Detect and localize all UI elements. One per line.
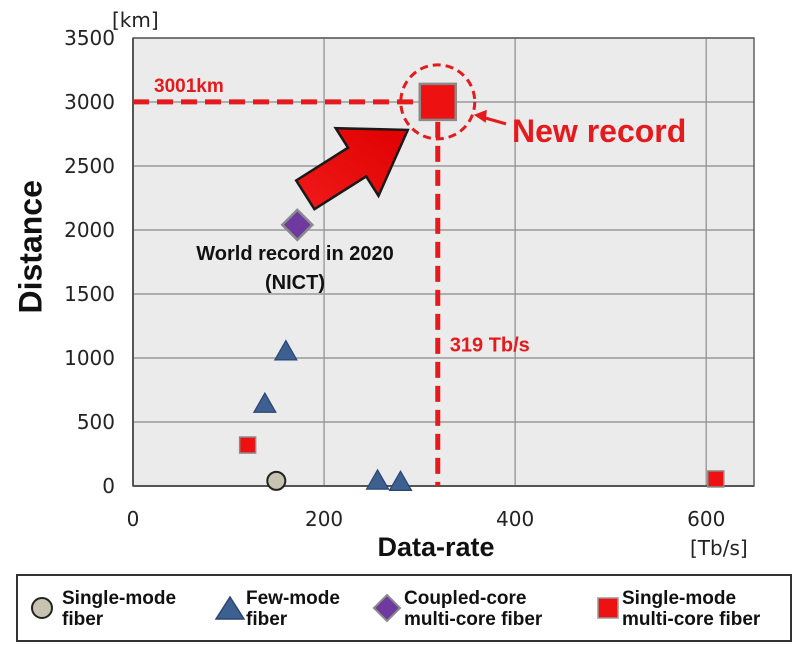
legend-item-few-mode: Few-mode fiber: [212, 576, 372, 640]
y-tick-label: 2500: [64, 154, 115, 178]
new-record-pointer-head: [473, 109, 487, 123]
new-record-label: New record: [512, 113, 686, 149]
single-mode-mcf-point: [707, 470, 725, 488]
few-mode-fiber-point: [273, 339, 298, 361]
y-axis-label: Distance: [12, 180, 49, 314]
legend-label: Coupled-core multi-core fiber: [404, 588, 543, 630]
y-tick-label: 1000: [64, 346, 115, 370]
annotations: 3001km 319 Tb/s New record World record in …: [154, 76, 686, 357]
legend-item-single-mode: Single-mode fiber: [24, 576, 204, 640]
legend-item-coupled-core: Coupled-core multi-core fiber: [370, 576, 580, 640]
y-tick-label: 1500: [64, 282, 115, 306]
few-mode-fiber-point: [365, 468, 390, 490]
legend-label: Few-mode fiber: [246, 588, 340, 630]
highlight-circle: [399, 63, 477, 141]
x-tick-label: 200: [305, 507, 343, 531]
single-mode-mcf-point: [238, 436, 257, 454]
y-tick-label: 2000: [64, 218, 115, 242]
x-tick-label: 0: [127, 507, 140, 531]
legend-item-single-mode-mcf: Single-mode multi-core fiber: [592, 576, 788, 640]
record-guide-lines: [133, 63, 477, 486]
coupled-core-point: [280, 208, 315, 242]
y-tick-label: 3500: [64, 26, 115, 50]
record-arrow: [294, 126, 410, 211]
y-axis-unit: [km]: [112, 8, 159, 32]
prior-record-label: World record in 2020: [196, 243, 393, 265]
legend-square-marker: [597, 597, 619, 619]
x-tick-label: 400: [496, 507, 534, 531]
y-tick-label: 3000: [64, 90, 115, 114]
legend-triangle-marker: [214, 595, 246, 620]
legend-label: Single-mode fiber: [62, 588, 177, 630]
x-axis-label: Data-rate: [377, 532, 495, 562]
new-record-point: [418, 82, 458, 122]
single-mode-fiber-point: [266, 470, 287, 491]
legend: Single-mode fiber Few-mode fiber Coupled…: [16, 574, 792, 642]
tick-labels: 0 500 1000 1500 2000 2500 3000 3500 0 200 400 600: [64, 26, 725, 531]
legend-label: Single-mode multi-core fiber: [622, 588, 761, 630]
x-axis-unit: [Tb/s]: [690, 536, 748, 560]
big-arrow-shape: [294, 126, 410, 211]
y-tick-label: 500: [77, 410, 115, 434]
rate-value-label: 319 Tb/s: [450, 335, 530, 357]
legend-diamond-marker: [372, 593, 402, 623]
prior-record-label: (NICT): [265, 272, 325, 294]
data-points: [238, 82, 725, 492]
few-mode-fiber-point: [388, 469, 413, 492]
axes: [132, 37, 755, 487]
y-tick-label: 0: [102, 474, 115, 498]
few-mode-fiber-point: [252, 391, 277, 413]
legend-circle-marker: [31, 597, 53, 619]
x-tick-label: 600: [687, 507, 725, 531]
distance-value-label: 3001km: [154, 76, 224, 97]
